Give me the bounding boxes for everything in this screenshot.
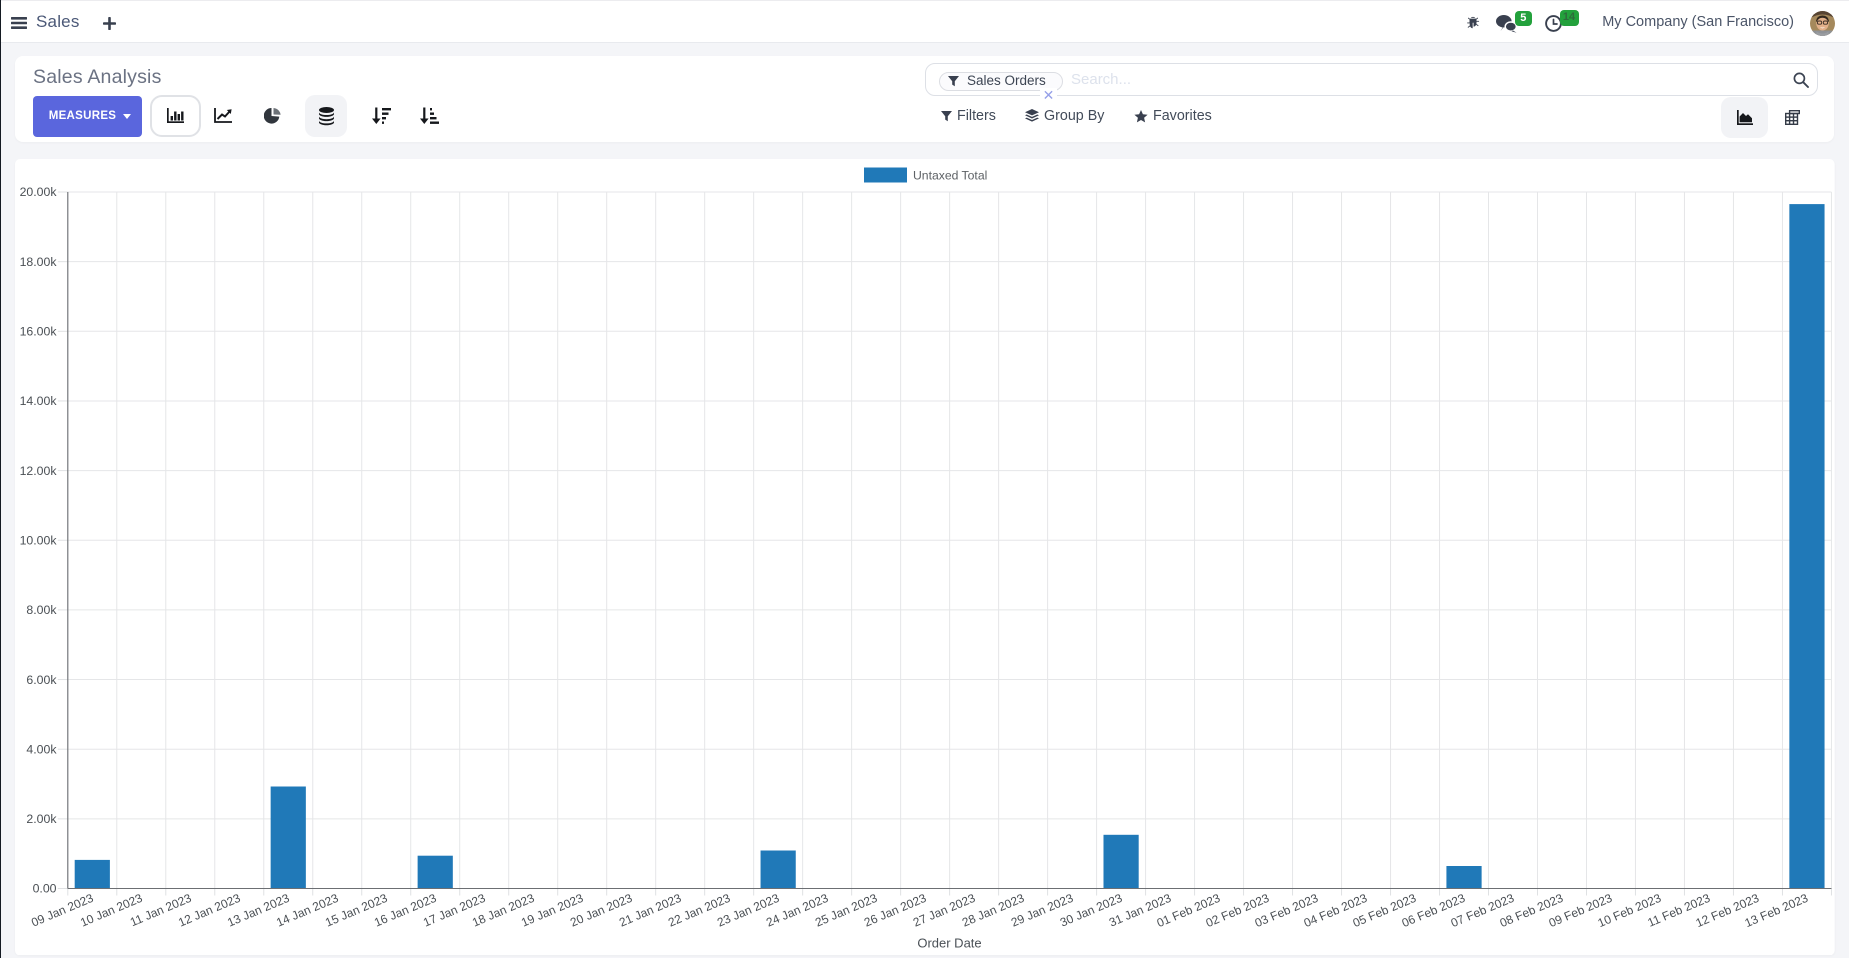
svg-text:14.00k: 14.00k <box>20 394 58 408</box>
svg-text:6.00k: 6.00k <box>26 672 57 686</box>
svg-text:12.00k: 12.00k <box>20 463 58 477</box>
svg-text:10.00k: 10.00k <box>20 533 58 547</box>
svg-text:20.00k: 20.00k <box>20 185 58 199</box>
svg-text:8.00k: 8.00k <box>26 603 57 617</box>
svg-text:Untaxed Total: Untaxed Total <box>913 168 987 182</box>
svg-text:18.00k: 18.00k <box>20 254 58 268</box>
svg-text:0.00: 0.00 <box>33 881 57 895</box>
svg-text:4.00k: 4.00k <box>26 742 57 756</box>
svg-text:Order Date: Order Date <box>917 935 981 950</box>
svg-text:16.00k: 16.00k <box>20 324 58 338</box>
svg-text:2.00k: 2.00k <box>26 812 57 826</box>
